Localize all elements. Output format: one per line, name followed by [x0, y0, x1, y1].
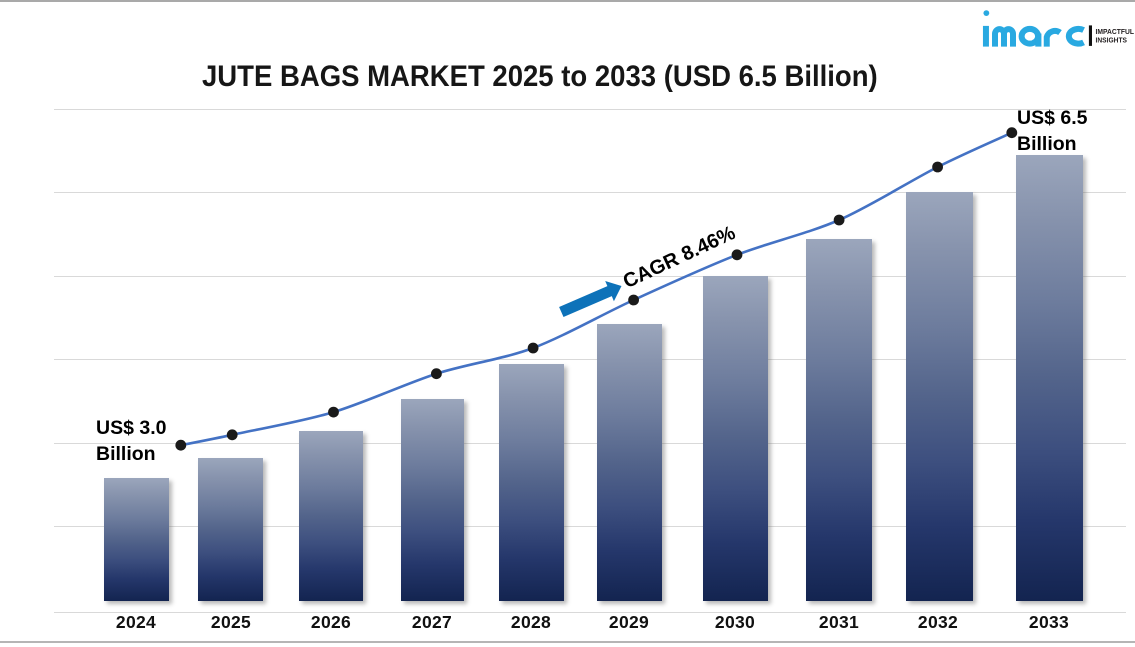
svg-text:CAGR 8.46%: CAGR 8.46%	[620, 222, 739, 293]
svg-text:INSIGHTS: INSIGHTS	[1096, 36, 1128, 45]
svg-text:IMPACTFUL: IMPACTFUL	[1096, 27, 1135, 36]
